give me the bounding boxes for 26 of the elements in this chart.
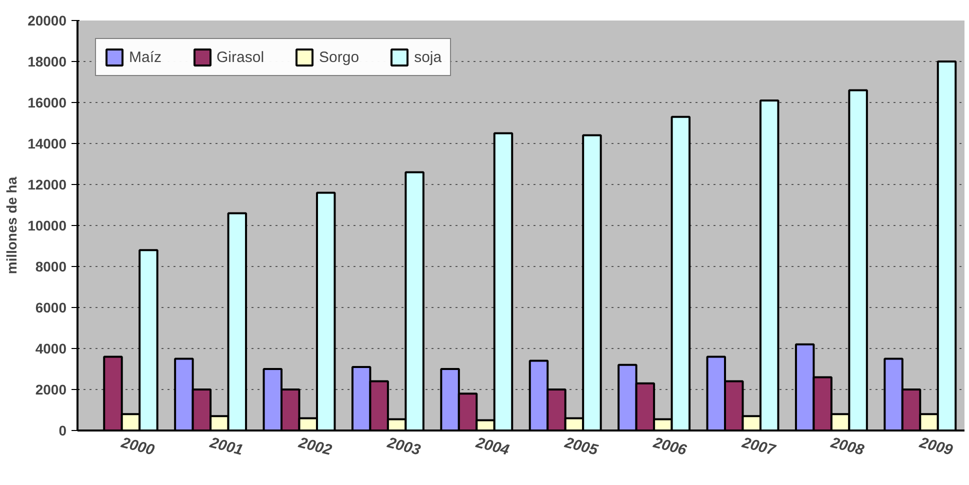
legend-label: soja (414, 48, 442, 66)
x-tick-label: 2005 (562, 434, 600, 460)
y-tick-label: 10000 (28, 218, 67, 234)
y-tick-label: 2000 (35, 382, 67, 398)
legend-label: Sorgo (319, 48, 360, 66)
y-tick-label: 18000 (28, 54, 67, 70)
y-tick-label: 4000 (35, 340, 67, 356)
x-tick-label: 2007 (739, 434, 778, 460)
legend-label: Maíz (129, 48, 162, 66)
x-tick-label: 2001 (207, 434, 245, 459)
y-tick-label: 6000 (35, 300, 67, 316)
y-tick-label: 8000 (35, 258, 67, 274)
y-tick-label: 14000 (28, 136, 67, 152)
x-tick-label: 2008 (828, 434, 866, 460)
x-tick-label: 2004 (473, 434, 512, 460)
y-tick-label: 12000 (28, 176, 67, 192)
y-axis-title: millones de ha (4, 176, 20, 274)
x-tick-label: 2003 (384, 434, 423, 460)
x-tick-label: 2002 (296, 434, 334, 460)
y-tick-label: 20000 (28, 12, 67, 28)
y-tick-label: 0 (58, 422, 67, 438)
x-tick-label: 2009 (916, 434, 955, 460)
x-tick-label: 2006 (650, 434, 689, 460)
legend-label: Girasol (216, 48, 264, 66)
y-tick-label: 16000 (28, 94, 67, 110)
x-tick-label: 2000 (118, 434, 157, 460)
